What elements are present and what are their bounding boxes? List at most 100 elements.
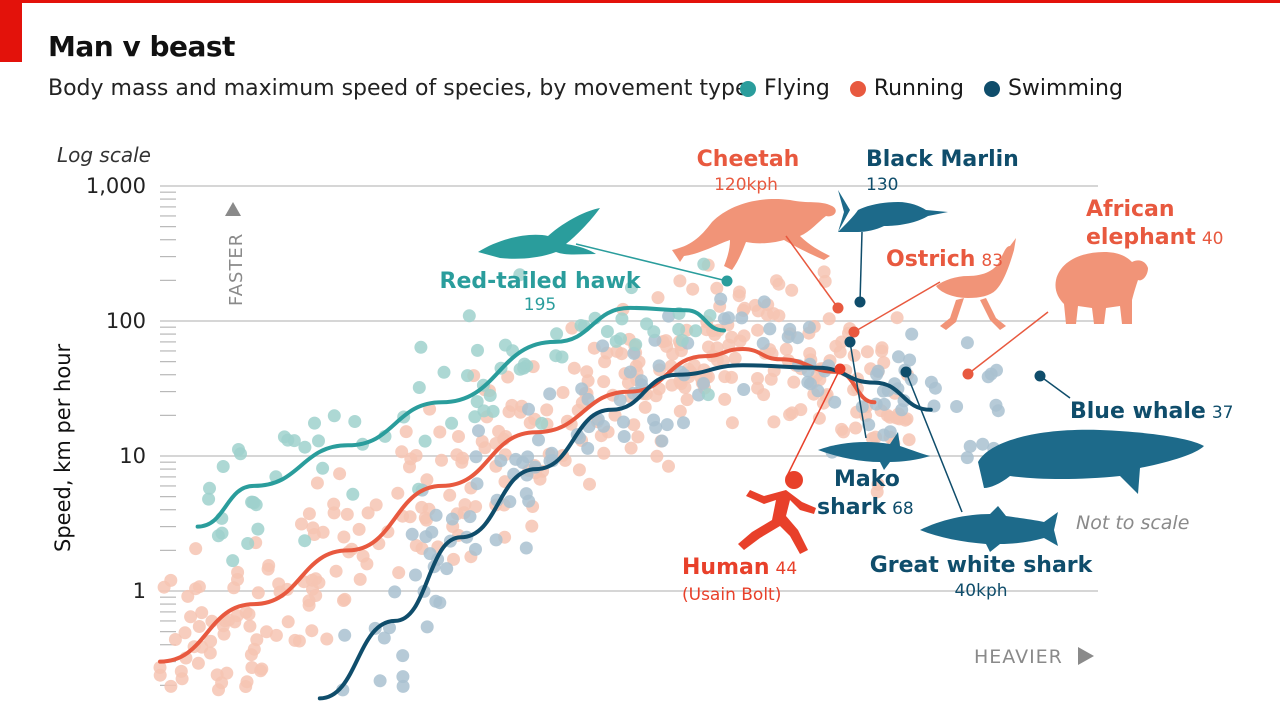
- data-point: [787, 375, 801, 389]
- data-point: [725, 370, 738, 384]
- data-point: [791, 331, 804, 345]
- data-point: [703, 309, 717, 322]
- data-point: [847, 349, 861, 362]
- data-point: [288, 633, 302, 647]
- data-point: [346, 487, 360, 501]
- data-point: [581, 441, 595, 455]
- data-point: [617, 415, 630, 429]
- data-point: [519, 487, 533, 501]
- data-point: [686, 282, 700, 296]
- label-blue-whale-name: Blue whale: [1070, 399, 1206, 424]
- data-point: [472, 424, 485, 438]
- data-point: [308, 416, 321, 430]
- heavier-label: HEAVIER: [974, 646, 1063, 668]
- data-point: [862, 418, 876, 432]
- chart-title: Man v beast: [48, 30, 235, 63]
- data-point: [513, 268, 527, 282]
- data-point: [718, 392, 732, 406]
- data-point: [717, 312, 731, 326]
- data-point: [756, 336, 770, 350]
- data-point: [302, 594, 316, 608]
- heavier-arrow-icon: [1078, 647, 1094, 665]
- data-point: [369, 498, 383, 512]
- data-point: [396, 679, 410, 693]
- data-point: [312, 434, 325, 448]
- point-mako-shark: [844, 336, 856, 348]
- data-point: [763, 322, 777, 336]
- data-point: [447, 552, 460, 566]
- data-point: [320, 632, 334, 646]
- data-point: [617, 430, 631, 443]
- data-point: [870, 485, 884, 499]
- label-elephant-line2: elephant 40: [1086, 225, 1223, 250]
- data-point: [822, 312, 836, 326]
- label-human-speed: 44: [776, 559, 798, 579]
- data-point: [714, 292, 728, 306]
- data-point: [902, 433, 916, 447]
- data-point: [261, 562, 275, 576]
- label-great-white-speed: 40kph: [954, 581, 1007, 601]
- data-point: [767, 415, 781, 429]
- label-elephant-name2: elephant: [1086, 225, 1196, 250]
- point-great-white-shark: [900, 366, 912, 378]
- data-point: [871, 364, 885, 378]
- data-point: [298, 534, 312, 548]
- data-point: [450, 448, 464, 462]
- data-point: [610, 344, 624, 358]
- data-point: [195, 606, 209, 620]
- point-blue-whale: [1034, 370, 1046, 382]
- data-point: [420, 473, 434, 487]
- data-point: [192, 620, 206, 633]
- label-elephant-speed: 40: [1202, 229, 1224, 249]
- data-point: [471, 343, 484, 357]
- data-point: [811, 384, 825, 398]
- leader-mako: [849, 341, 867, 439]
- data-point: [203, 481, 216, 495]
- elephant-icon: [1055, 252, 1148, 324]
- data-point: [785, 283, 799, 297]
- legend-label-swimming: Swimming: [1007, 76, 1123, 101]
- data-point: [483, 389, 497, 402]
- data-point: [178, 626, 192, 640]
- data-point: [306, 521, 320, 535]
- data-point: [737, 383, 751, 396]
- data-point: [348, 415, 362, 428]
- data-point: [184, 610, 198, 624]
- data-point: [597, 446, 611, 460]
- data-point: [396, 670, 410, 684]
- data-point: [244, 648, 258, 662]
- data-point: [443, 488, 457, 502]
- data-point: [624, 441, 638, 455]
- data-point: [501, 370, 515, 384]
- data-point: [895, 403, 909, 417]
- data-point: [502, 405, 516, 419]
- label-hawk-name: Red-tailed hawk: [440, 269, 642, 294]
- data-point: [251, 522, 265, 536]
- data-point: [168, 633, 182, 646]
- data-point: [338, 628, 352, 642]
- data-point: [802, 320, 816, 334]
- data-point: [312, 576, 326, 590]
- data-point: [692, 388, 706, 402]
- data-point: [353, 572, 367, 586]
- data-point: [677, 416, 690, 430]
- data-point: [414, 340, 428, 354]
- data-point: [875, 344, 889, 358]
- top-rule: [0, 0, 1280, 3]
- data-point: [665, 378, 679, 392]
- data-point: [420, 620, 434, 634]
- data-point: [672, 322, 686, 336]
- label-elephant-line1: African: [1086, 197, 1175, 222]
- data-point: [625, 281, 638, 295]
- data-point: [468, 410, 482, 424]
- data-point: [373, 674, 387, 688]
- data-point: [710, 341, 724, 355]
- data-point: [781, 330, 795, 344]
- data-point: [877, 428, 891, 442]
- data-point: [340, 507, 354, 521]
- data-point: [905, 327, 919, 341]
- data-point: [751, 381, 765, 395]
- data-point: [737, 329, 751, 343]
- data-point: [631, 430, 645, 444]
